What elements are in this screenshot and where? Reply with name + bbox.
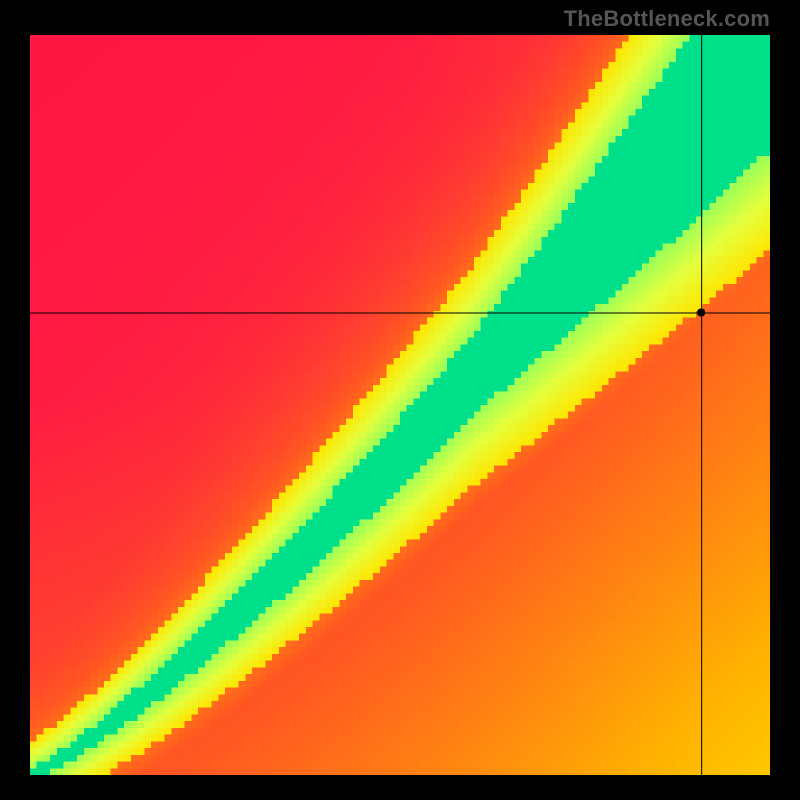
figure-container: TheBottleneck.com bbox=[0, 0, 800, 800]
watermark-text: TheBottleneck.com bbox=[564, 6, 770, 32]
crosshair-overlay bbox=[30, 35, 770, 775]
